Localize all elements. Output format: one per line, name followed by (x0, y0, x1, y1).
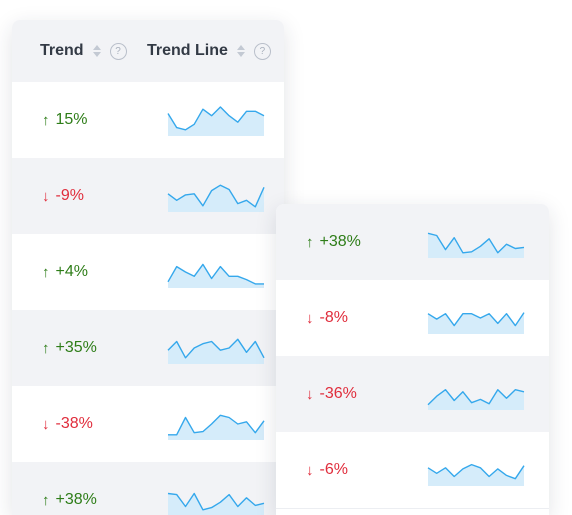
table-header: Trend ? Trend Line ? (12, 20, 284, 83)
column-header-trend[interactable]: Trend ? (40, 20, 127, 82)
sparkline (427, 389, 525, 410)
table-row[interactable]: ↑ +4% (12, 234, 284, 311)
trend-value: ↓ -36% (306, 356, 357, 432)
table-row[interactable]: ↓ -8% (276, 280, 549, 357)
sparkline (168, 414, 265, 440)
arrow-up-icon: ↑ (42, 263, 50, 281)
arrow-down-icon: ↓ (306, 461, 314, 479)
sparkline (427, 312, 525, 334)
trend-percent: 15% (55, 111, 88, 128)
arrow-down-icon: ↓ (42, 415, 50, 433)
sparkline (167, 338, 265, 364)
trend-percent: -9% (55, 187, 84, 204)
arrow-down-icon: ↓ (306, 385, 314, 403)
trend-value: ↓ -9% (42, 158, 84, 234)
trend-percent: +38% (55, 491, 97, 508)
sparkline-line (427, 389, 525, 406)
sparkline-line (167, 106, 265, 131)
arrow-down-icon: ↓ (306, 309, 314, 327)
sort-icon[interactable] (92, 45, 101, 57)
arrow-up-icon: ↑ (306, 233, 314, 251)
table-row[interactable]: ↓ -38% (12, 386, 284, 463)
table-row[interactable]: ↑ +38% (276, 204, 549, 281)
sparkline-area (428, 312, 524, 334)
trend-value: ↑ +38% (306, 204, 361, 280)
trend-percent: +38% (319, 233, 361, 250)
sparkline-line (427, 463, 525, 480)
sparkline-area (428, 389, 524, 410)
column-header-trend-label: Trend (40, 42, 84, 59)
trend-value: ↑ +4% (42, 234, 88, 310)
trend-value: ↓ -6% (306, 432, 348, 508)
trend-value: ↓ -8% (306, 280, 348, 356)
trend-table: Trend ? Trend Line ? ↑ 15% ↓ -9% ↑ +4% ↑ +35% ↓ -… (12, 20, 284, 515)
column-header-trend-line-label: Trend Line (147, 42, 228, 59)
trend-percent: +4% (55, 263, 88, 280)
trend-table-overlay: ↑ +38% ↓ -8% ↓ -36% ↓ -6% (276, 204, 549, 515)
sparkline-line (167, 338, 265, 359)
sparkline-area (168, 185, 264, 212)
trend-percent: -6% (319, 461, 348, 478)
sparkline-line (168, 414, 265, 436)
sparkline-line (427, 312, 525, 327)
column-header-trend-line[interactable]: Trend Line ? (147, 20, 271, 82)
arrow-up-icon: ↑ (42, 339, 50, 357)
trend-percent: -8% (319, 309, 348, 326)
table-row[interactable]: ↑ +38% (12, 462, 284, 515)
table-row[interactable]: ↓ -6% (276, 432, 549, 509)
trend-percent: +35% (55, 339, 97, 356)
sparkline (167, 106, 265, 136)
sparkline (427, 463, 525, 486)
sparkline-line (167, 184, 265, 208)
table-row[interactable]: ↓ -36% (276, 356, 549, 433)
trend-value: ↑ +35% (42, 310, 97, 386)
table-row[interactable]: ↑ 15% (12, 82, 284, 159)
sparkline-area (428, 464, 524, 486)
sparkline-area (168, 493, 264, 515)
sparkline (167, 263, 264, 288)
arrow-up-icon: ↑ (42, 491, 50, 509)
trend-value: ↑ +38% (42, 462, 97, 515)
sparkline-area (168, 107, 264, 136)
sparkline-line (167, 492, 265, 511)
trend-percent: -38% (55, 415, 93, 432)
arrow-up-icon: ↑ (42, 111, 50, 129)
trend-percent: -36% (319, 385, 357, 402)
sparkline (427, 232, 525, 258)
sparkline-area (168, 264, 264, 288)
sort-icon[interactable] (236, 45, 245, 57)
sparkline-line (427, 232, 525, 254)
arrow-down-icon: ↓ (42, 187, 50, 205)
sparkline (167, 184, 265, 212)
sparkline-line (167, 263, 264, 285)
sparkline-area (428, 233, 524, 258)
sparkline-area (168, 339, 264, 364)
help-icon[interactable]: ? (253, 42, 271, 60)
trend-value: ↓ -38% (42, 386, 93, 462)
trend-value: ↑ 15% (42, 82, 88, 158)
sparkline-area (168, 415, 264, 440)
sparkline (167, 492, 265, 515)
table-row[interactable]: ↑ +35% (12, 310, 284, 387)
table-row[interactable]: ↓ -9% (12, 158, 284, 235)
help-icon[interactable]: ? (109, 42, 127, 60)
